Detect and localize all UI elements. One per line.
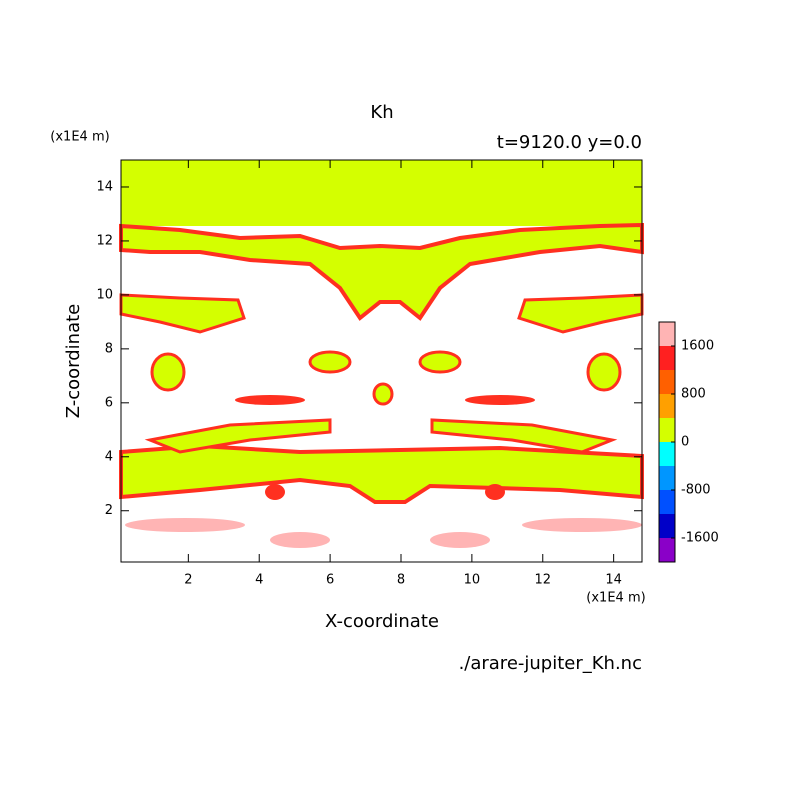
contour-region bbox=[119, 222, 644, 321]
contour-region bbox=[270, 532, 330, 548]
contour-region bbox=[150, 352, 186, 392]
x-tick-label: 8 bbox=[397, 573, 405, 588]
x-tick-label: 4 bbox=[255, 573, 263, 588]
contour-region bbox=[465, 395, 535, 405]
colorbar-band bbox=[659, 466, 675, 490]
contour-region bbox=[430, 532, 490, 548]
colorbar-band bbox=[659, 322, 675, 346]
x-tick-label: 10 bbox=[464, 573, 481, 588]
y-unit: (x1E4 m) bbox=[50, 130, 109, 145]
y-tick-label: 2 bbox=[105, 503, 113, 518]
y-tick-label: 8 bbox=[105, 341, 113, 356]
x-tick-label: 2 bbox=[184, 573, 192, 588]
colorbar-tick-label: 800 bbox=[681, 387, 706, 402]
y-tick-label: 12 bbox=[96, 233, 113, 248]
colorbar-band bbox=[659, 490, 675, 514]
subtitle: t=9120.0 y=0.0 bbox=[497, 132, 642, 153]
contour-region bbox=[308, 350, 352, 374]
source-file: ./arare-jupiter_Kh.nc bbox=[459, 653, 642, 674]
contour-region bbox=[430, 418, 618, 454]
contour-field bbox=[119, 160, 644, 548]
x-unit: (x1E4 m) bbox=[586, 591, 645, 606]
y-axis-label: Z-coordinate bbox=[63, 304, 84, 419]
colorbar-tick-label: -800 bbox=[681, 483, 711, 498]
y-tick-label: 6 bbox=[105, 395, 113, 410]
colorbar-band bbox=[659, 514, 675, 538]
colorbar-tick-label: 1600 bbox=[681, 339, 714, 354]
contour-region bbox=[586, 352, 622, 392]
plot-frame bbox=[120, 159, 643, 563]
colorbar-band bbox=[659, 394, 675, 418]
colorbar-band bbox=[659, 538, 675, 562]
x-axis-label: X-coordinate bbox=[325, 611, 439, 632]
contour-region bbox=[265, 484, 285, 500]
colorbar-tick-label: 0 bbox=[681, 435, 689, 450]
contour-region bbox=[517, 293, 644, 334]
x-tick-label: 12 bbox=[534, 573, 551, 588]
contour-region bbox=[121, 160, 642, 226]
x-tick-label: 6 bbox=[326, 573, 334, 588]
x-tick-label: 14 bbox=[605, 573, 622, 588]
contour-region bbox=[125, 518, 245, 532]
colorbar-tick-label: -1600 bbox=[681, 531, 719, 546]
contour-region bbox=[119, 293, 246, 334]
contour-region bbox=[235, 395, 305, 405]
y-tick-label: 10 bbox=[96, 287, 113, 302]
contour-region bbox=[522, 518, 642, 532]
colorbar-band bbox=[659, 370, 675, 394]
contour-region bbox=[485, 484, 505, 500]
contour-region bbox=[144, 418, 332, 454]
colorbar-band bbox=[659, 346, 675, 370]
y-tick-label: 4 bbox=[105, 449, 113, 464]
contour-region bbox=[418, 350, 462, 374]
colorbar-band bbox=[659, 418, 675, 442]
y-tick-label: 14 bbox=[96, 179, 113, 194]
contour-region bbox=[372, 382, 394, 406]
colorbar-band bbox=[659, 442, 675, 466]
chart-title: Kh bbox=[370, 102, 393, 123]
